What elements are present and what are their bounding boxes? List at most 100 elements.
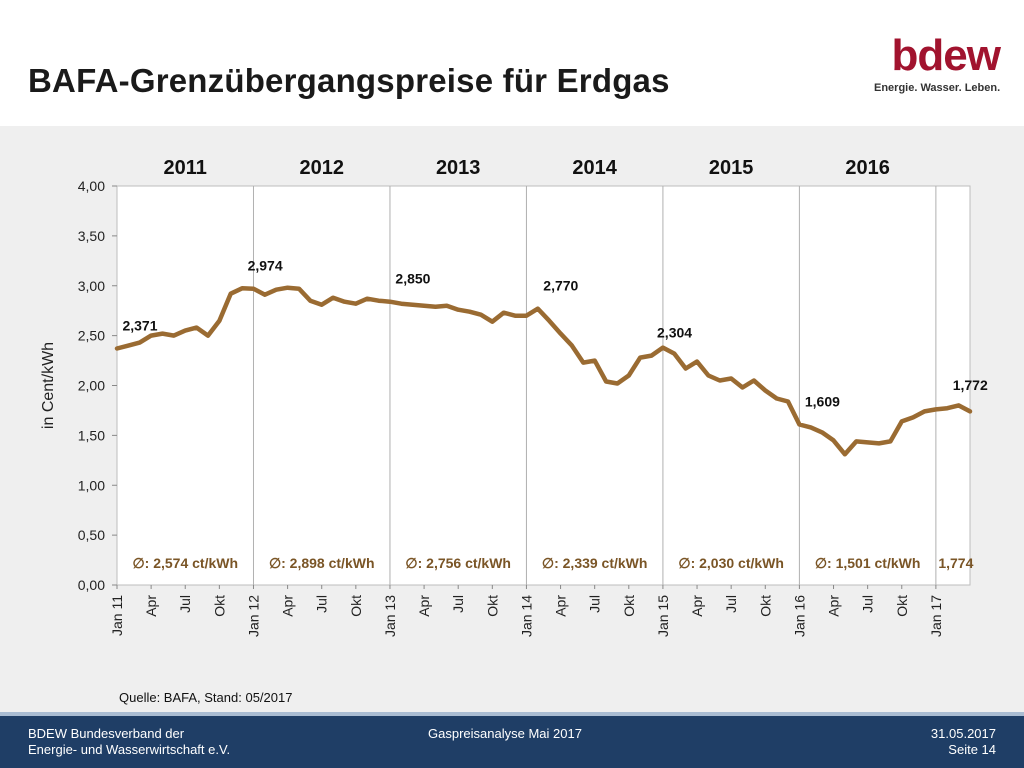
data-point xyxy=(707,374,710,377)
data-point xyxy=(889,440,892,443)
x-tick-label: Apr xyxy=(826,595,842,617)
data-point xyxy=(218,319,221,322)
footer: BDEW Bundesverband der Energie- und Wass… xyxy=(0,716,1024,768)
x-tick-label: Okt xyxy=(484,595,500,617)
data-point xyxy=(764,389,767,392)
y-tick-label: 4,00 xyxy=(78,178,105,194)
data-point xyxy=(502,311,505,314)
price-line-chart: 0,00 0,50 1,00 1,50 2,00 2,50 3,00 3,50 4,00 in C… xyxy=(40,157,988,705)
data-point xyxy=(775,397,778,400)
data-point xyxy=(275,288,278,291)
x-tick-label: Apr xyxy=(143,595,159,617)
data-point xyxy=(434,305,437,308)
data-point xyxy=(855,440,858,443)
data-point xyxy=(752,379,756,382)
year-average-label: ∅: 1,501 ct/kWh xyxy=(815,555,921,571)
data-point xyxy=(832,439,835,442)
chart-area: 0,00 0,50 1,00 1,50 2,00 2,50 3,00 3,50 4,00 in C… xyxy=(0,126,1024,716)
x-tick-label: Okt xyxy=(211,595,227,617)
bdew-logo: bdew Energie. Wasser. Leben. xyxy=(874,31,1001,104)
x-tick-label: Apr xyxy=(280,595,296,617)
y-tick-label: 2,50 xyxy=(78,328,105,344)
footer-page-number: Seite 14 xyxy=(948,742,996,757)
x-tick-label: Jul xyxy=(314,595,330,613)
footer-org-line1: BDEW Bundesverband der xyxy=(28,726,185,741)
data-point xyxy=(366,297,369,300)
year-label: 2013 xyxy=(436,157,481,179)
year-average-label: ∅: 2,574 ct/kWh xyxy=(132,555,238,571)
x-tick-label: Jul xyxy=(860,595,876,613)
data-point xyxy=(388,300,392,303)
year-label: 2016 xyxy=(845,157,890,179)
data-label: 1,772 xyxy=(953,377,988,393)
data-point xyxy=(843,453,847,456)
data-point xyxy=(559,332,562,335)
x-tick-label: Okt xyxy=(757,595,773,617)
x-tick-label: Jul xyxy=(450,595,466,613)
data-point xyxy=(718,379,721,382)
data-point xyxy=(820,431,824,434)
data-point xyxy=(206,334,210,337)
data-point xyxy=(263,293,267,296)
data-point xyxy=(525,314,528,317)
y-tick-label: 3,50 xyxy=(78,228,105,244)
data-point xyxy=(491,320,494,323)
year-label: 2014 xyxy=(572,157,617,179)
x-tick-label: Apr xyxy=(553,595,569,617)
price-series-line xyxy=(114,285,973,457)
year-average-label: 1,774 xyxy=(938,555,973,571)
data-label: 2,371 xyxy=(122,317,157,333)
data-point xyxy=(184,329,187,332)
data-point xyxy=(331,296,335,299)
data-point xyxy=(445,304,449,307)
x-tick-label: Jan 11 xyxy=(109,595,125,636)
data-point xyxy=(650,354,653,357)
data-point xyxy=(400,302,403,305)
data-point xyxy=(798,423,801,426)
data-point xyxy=(479,313,483,316)
y-tick-label: 1,50 xyxy=(78,427,105,443)
data-point xyxy=(604,380,608,383)
footer-date: 31.05.2017 xyxy=(930,726,996,741)
data-point xyxy=(923,410,926,413)
y-tick-label: 0,00 xyxy=(78,577,105,593)
y-tick-label: 2,00 xyxy=(78,378,105,394)
x-tick-label: Jul xyxy=(177,595,193,613)
footer-meta: 31.05.2017 Seite 14 xyxy=(931,726,996,758)
data-point xyxy=(741,386,744,389)
logo-wordmark: bdew xyxy=(891,31,1001,80)
year-average-label: ∅: 2,756 ct/kWh xyxy=(405,555,511,571)
data-point xyxy=(457,308,460,311)
data-point xyxy=(934,408,938,411)
data-label: 1,609 xyxy=(805,394,840,410)
x-tick-label: Jan 17 xyxy=(928,595,944,637)
data-point xyxy=(354,302,358,305)
data-point xyxy=(320,303,323,306)
data-point xyxy=(377,299,380,302)
x-tick-label: Apr xyxy=(416,595,432,617)
data-point xyxy=(570,344,574,347)
y-tick-label: 1,00 xyxy=(78,477,105,493)
year-label: 2012 xyxy=(299,157,344,179)
data-point xyxy=(161,332,164,335)
data-point xyxy=(286,286,289,289)
data-point xyxy=(946,407,949,410)
data-point xyxy=(343,300,346,303)
data-point xyxy=(877,442,881,445)
footer-organisation: BDEW Bundesverband der Energie- und Wass… xyxy=(28,726,230,758)
data-label: 2,770 xyxy=(543,278,578,294)
plot-background xyxy=(116,185,971,586)
data-point xyxy=(309,299,312,302)
source-note: Quelle: BAFA, Stand: 05/2017 xyxy=(119,690,292,705)
data-point xyxy=(616,382,619,385)
page-title: BAFA-Grenzübergangspreise für Erdgas xyxy=(28,62,670,99)
y-axis-label: in Cent/kWh xyxy=(40,342,57,429)
data-point xyxy=(138,341,141,344)
data-point xyxy=(252,287,255,290)
data-point xyxy=(172,334,176,337)
year-label: 2011 xyxy=(164,157,207,179)
data-point xyxy=(513,314,517,317)
data-point xyxy=(968,410,972,413)
data-point xyxy=(411,303,414,306)
data-point xyxy=(911,416,915,419)
